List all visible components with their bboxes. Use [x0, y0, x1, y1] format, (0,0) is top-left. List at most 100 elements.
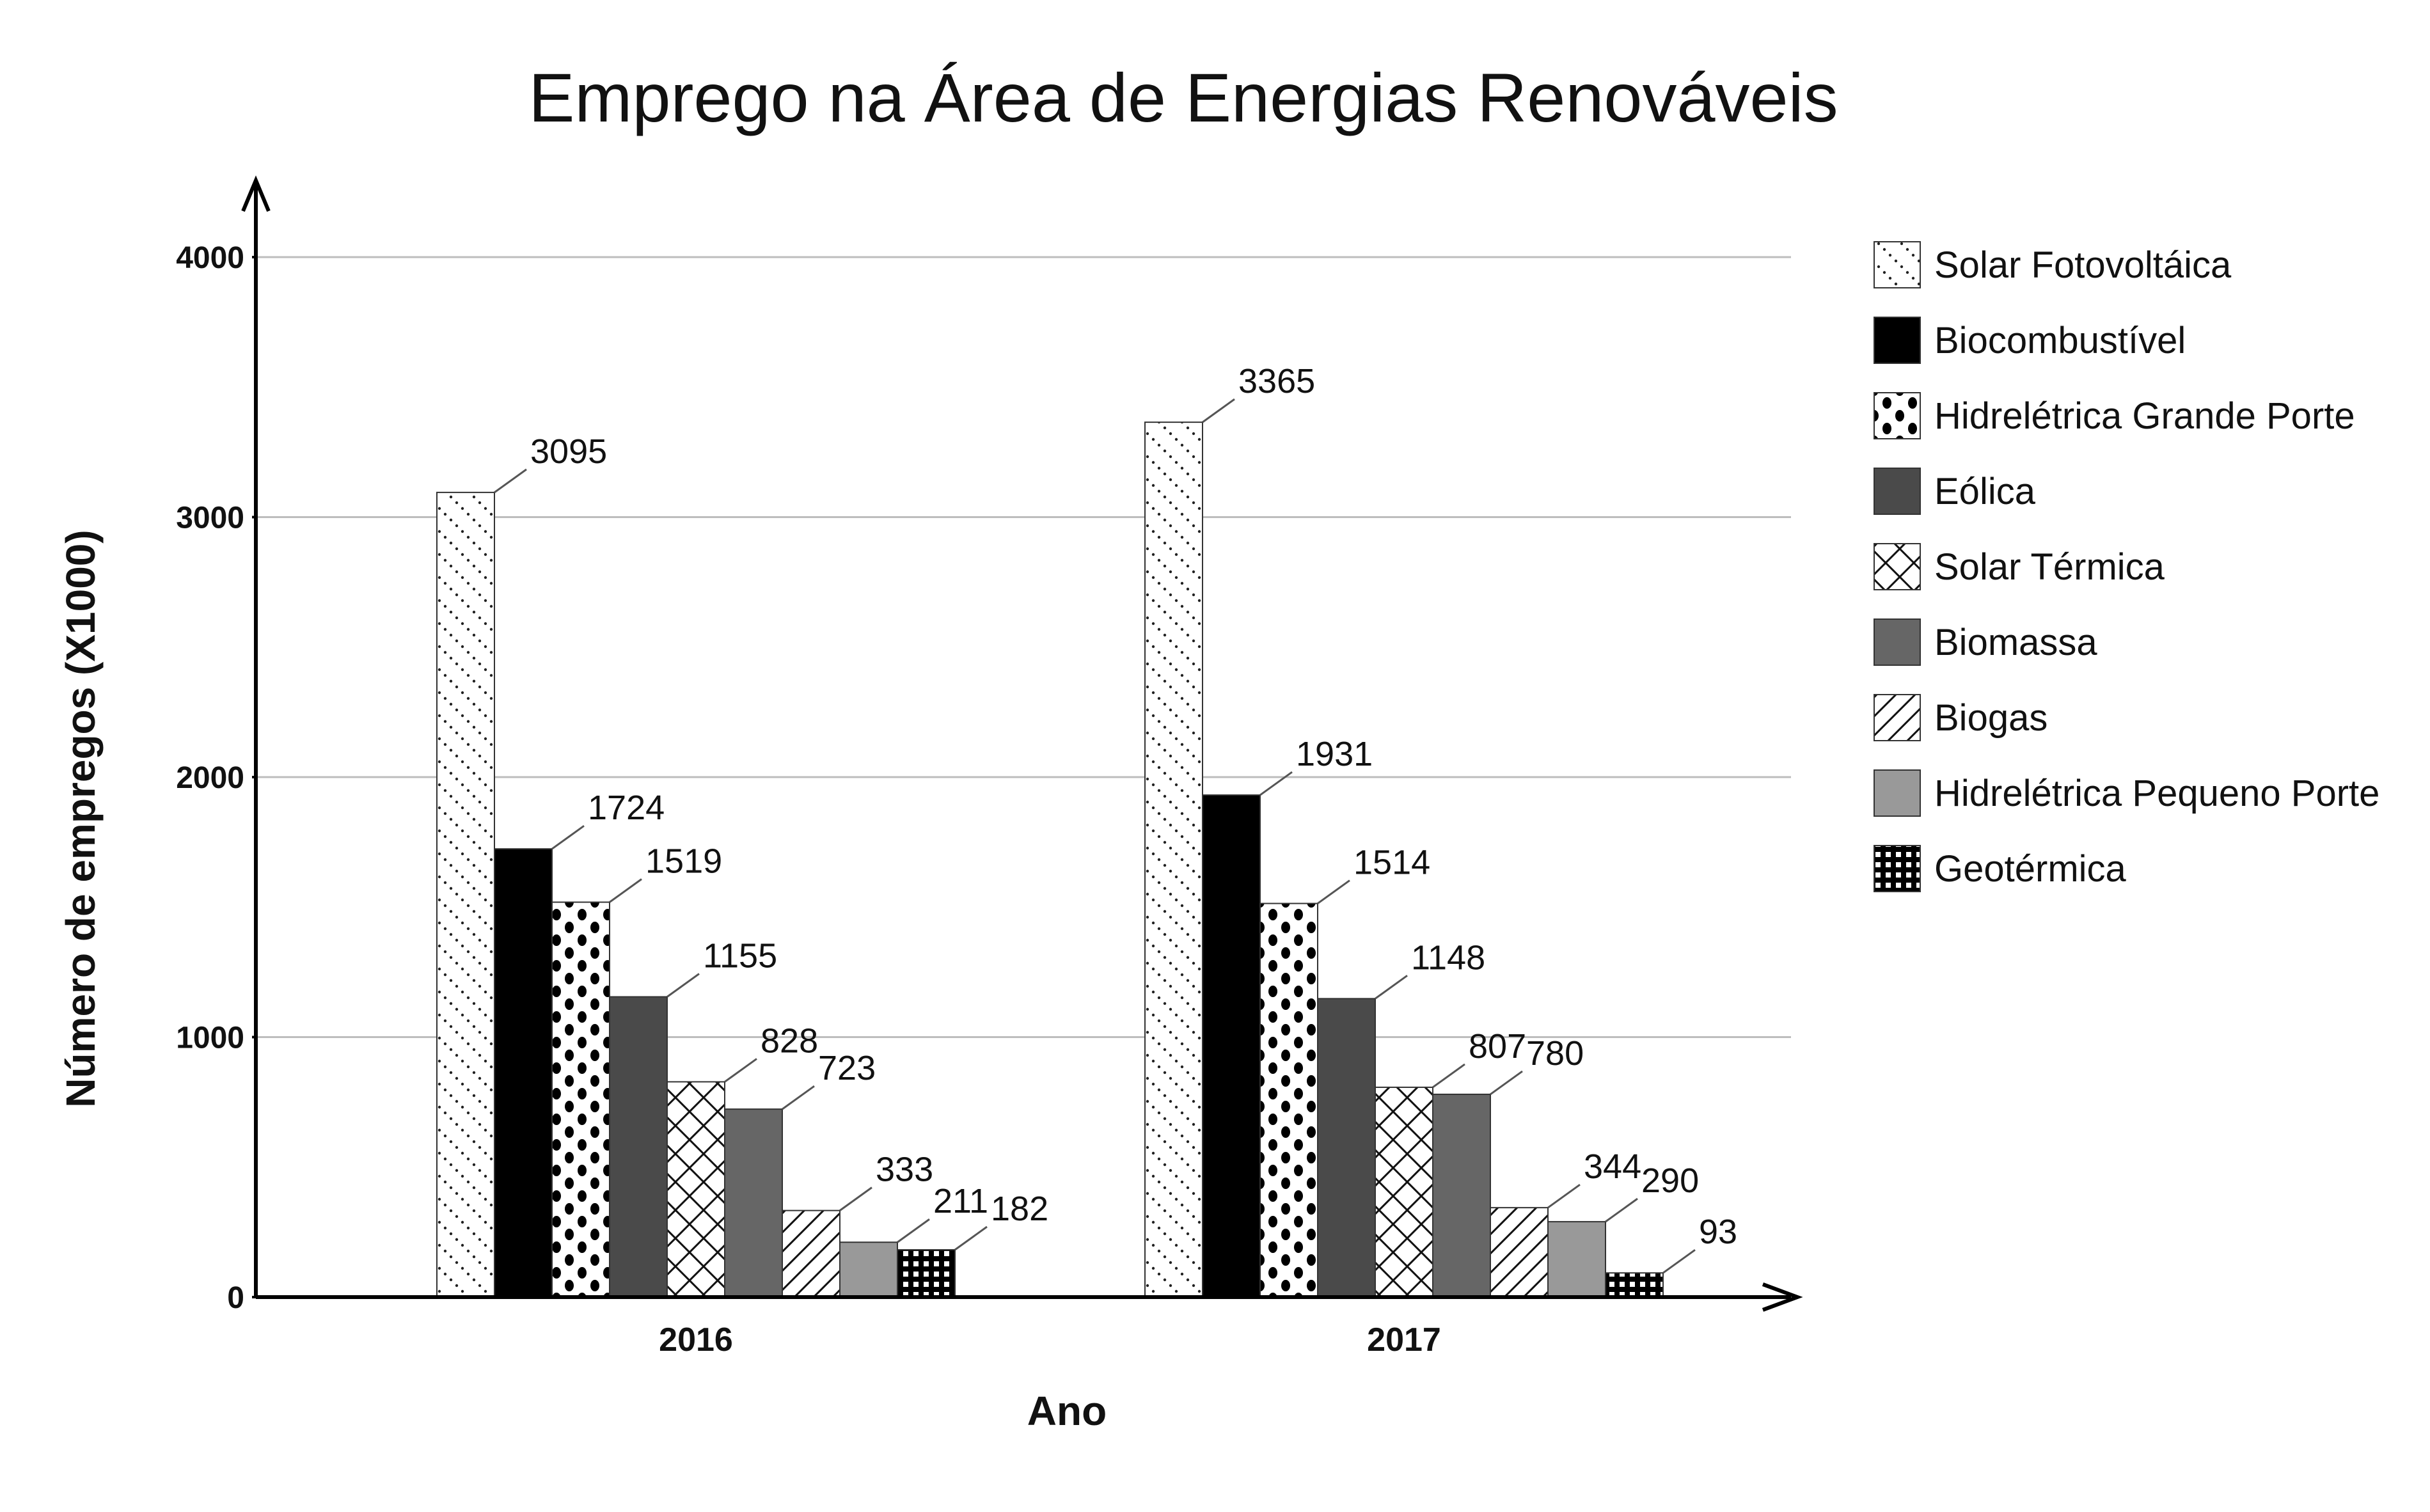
legend-label-6: Biogas: [1934, 697, 2047, 739]
y-tick-labels: 0 1000 2000 3000 4000: [176, 241, 256, 1315]
x-category-labels: 2016 2017: [659, 1321, 1441, 1358]
legend-item-6: Biogas: [1874, 694, 2047, 741]
bar-2017-3: [1317, 998, 1376, 1298]
chart-title: Emprego na Área de Energias Renováveis: [528, 59, 1838, 136]
legend-swatch-0: [1874, 241, 1921, 288]
bar-2017-5: [1432, 1093, 1491, 1298]
bar-2016-2: [551, 901, 610, 1298]
leader-line-2016-2: [609, 878, 642, 903]
bar-2016-3: [609, 996, 668, 1298]
leader-line-2016-4: [724, 1058, 757, 1083]
legend-swatch-8: [1874, 845, 1921, 892]
y-axis-label: Número de empregos (X1000): [58, 530, 104, 1107]
legend-swatch-7: [1874, 769, 1921, 817]
data-label-2016-0: 3095: [530, 432, 607, 471]
legend-item-3: Eólica: [1874, 468, 2036, 515]
leader-line-2016-1: [551, 824, 585, 850]
legend-swatch-1: [1874, 317, 1921, 364]
legend-label-2: Hidrelétrica Grande Porte: [1934, 395, 2355, 437]
leader-line-2017-4: [1432, 1063, 1465, 1089]
legend-label-5: Biomassa: [1934, 622, 2097, 663]
data-label-2016-3: 1155: [703, 936, 777, 975]
legend-swatch-2: [1874, 392, 1921, 439]
data-label-2016-4: 828: [761, 1021, 818, 1060]
x-category-2016: 2016: [659, 1321, 733, 1358]
y-tick-label-3000: 3000: [176, 501, 244, 535]
bars: [436, 421, 1664, 1298]
leader-line-2017-5: [1490, 1070, 1523, 1096]
legend-label-8: Geotérmica: [1934, 848, 2127, 890]
legend: Solar Fotovoltáica Biocombustível Hidrelét…: [1874, 241, 2379, 892]
bar-2017-6: [1490, 1207, 1549, 1298]
data-label-2017-0: 3365: [1238, 362, 1315, 400]
data-label-2016-7: 211: [933, 1182, 988, 1220]
legend-item-0: Solar Fotovoltáica: [1874, 241, 2232, 288]
bar-2016-1: [494, 848, 553, 1298]
y-tick-label-4000: 4000: [176, 241, 244, 275]
legend-item-5: Biomassa: [1874, 618, 2097, 666]
bar-2016-7: [839, 1241, 898, 1298]
legend-item-2: Hidrelétrica Grande Porte: [1874, 392, 2355, 439]
legend-item-7: Hidrelétrica Pequeno Porte: [1874, 769, 2379, 817]
data-label-2017-7: 290: [1641, 1162, 1699, 1200]
legend-item-8: Geotérmica: [1874, 845, 2127, 892]
y-tick-label-2000: 2000: [176, 761, 244, 795]
leader-line-2016-5: [782, 1085, 815, 1110]
leader-line-2016-0: [494, 468, 527, 494]
data-label-2017-4: 807: [1469, 1027, 1526, 1066]
data-label-2017-3: 1148: [1411, 938, 1485, 977]
legend-swatch-5: [1874, 618, 1921, 666]
axes: [241, 175, 1803, 1312]
bar-2016-5: [724, 1108, 783, 1298]
y-tick-label-1000: 1000: [176, 1021, 244, 1055]
leader-line-2017-2: [1317, 879, 1350, 904]
legend-label-0: Solar Fotovoltáica: [1934, 244, 2232, 286]
bar-2016-8: [897, 1249, 956, 1298]
leader-line-2017-1: [1259, 771, 1293, 796]
data-label-2016-2: 1519: [645, 842, 722, 881]
bar-2017-1: [1202, 794, 1261, 1298]
x-axis-label: Ano: [1027, 1388, 1107, 1434]
data-label-2017-2: 1514: [1353, 844, 1430, 882]
bar-2017-7: [1547, 1221, 1606, 1298]
legend-label-7: Hidrelétrica Pequeno Porte: [1934, 773, 2379, 814]
leader-line-2016-7: [897, 1218, 930, 1243]
leader-line-2017-7: [1605, 1197, 1638, 1223]
leader-line-2017-6: [1547, 1183, 1581, 1209]
data-label-2017-1: 1931: [1296, 735, 1373, 773]
gridlines: [256, 256, 1791, 1038]
data-label-2017-5: 780: [1526, 1034, 1584, 1073]
data-label-2017-6: 344: [1584, 1147, 1641, 1186]
legend-swatch-3: [1874, 468, 1921, 515]
leader-line-2016-6: [839, 1186, 872, 1211]
bar-2016-4: [667, 1081, 725, 1298]
x-category-2017: 2017: [1367, 1321, 1441, 1358]
leader-line-2017-3: [1375, 975, 1408, 1000]
data-label-2017-8: 93: [1699, 1213, 1737, 1251]
y-axis-arrow: [241, 175, 271, 212]
x-axis-arrow: [1762, 1282, 1803, 1312]
legend-item-4: Solar Térmica: [1874, 543, 2165, 590]
legend-label-4: Solar Térmica: [1934, 546, 2165, 588]
bar-2017-4: [1375, 1086, 1433, 1298]
legend-label-3: Eólica: [1934, 471, 2036, 512]
bar-2017-2: [1259, 902, 1318, 1298]
bar-2017-0: [1144, 421, 1203, 1298]
leader-line-2016-3: [667, 973, 700, 998]
y-tick-label-0: 0: [227, 1281, 244, 1315]
leader-line-2016-8: [954, 1225, 988, 1251]
data-label-2016-1: 1724: [588, 789, 665, 827]
legend-label-1: Biocombustível: [1934, 320, 2186, 361]
data-label-2016-8: 182: [991, 1190, 1048, 1228]
leader-line-2017-0: [1202, 398, 1235, 423]
bar-2016-6: [782, 1209, 840, 1298]
bar-2016-0: [436, 491, 495, 1298]
legend-item-1: Biocombustível: [1874, 317, 2186, 364]
data-label-2016-5: 723: [818, 1049, 876, 1087]
legend-swatch-4: [1874, 543, 1921, 590]
leader-line-2017-8: [1662, 1248, 1696, 1274]
data-label-2016-6: 333: [876, 1151, 933, 1189]
bar-2017-8: [1605, 1272, 1664, 1298]
